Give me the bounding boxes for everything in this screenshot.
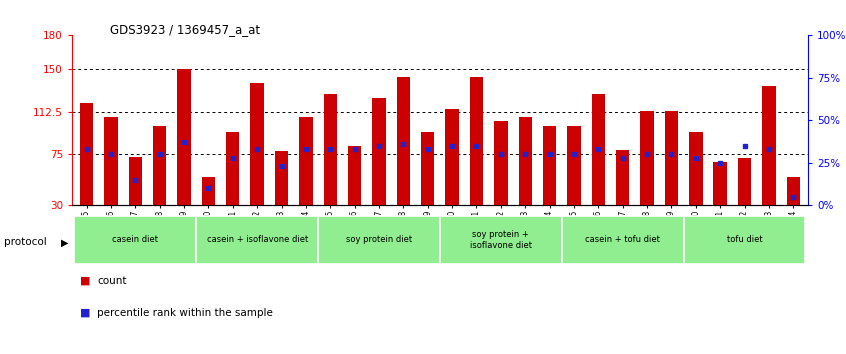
Text: count: count — [97, 276, 127, 286]
Bar — [196, 216, 318, 264]
Text: tofu diet: tofu diet — [727, 235, 762, 244]
Bar — [640, 111, 654, 205]
Bar — [470, 77, 483, 205]
Bar — [178, 69, 190, 205]
Bar — [372, 98, 386, 205]
Bar — [568, 126, 580, 205]
Bar — [713, 162, 727, 205]
Bar — [318, 216, 440, 264]
Bar — [543, 126, 557, 205]
Text: casein + isoflavone diet: casein + isoflavone diet — [206, 235, 308, 244]
Bar — [201, 177, 215, 205]
Bar — [616, 150, 629, 205]
Bar — [440, 216, 562, 264]
Bar — [689, 132, 702, 205]
Bar — [684, 216, 805, 264]
Bar — [787, 177, 800, 205]
Bar — [323, 94, 337, 205]
Bar — [494, 121, 508, 205]
Bar — [421, 132, 435, 205]
Bar — [226, 132, 239, 205]
Bar — [250, 83, 264, 205]
Bar — [665, 111, 678, 205]
Bar — [397, 77, 410, 205]
Bar — [562, 216, 684, 264]
Bar — [445, 109, 459, 205]
Text: soy protein +
isoflavone diet: soy protein + isoflavone diet — [470, 230, 532, 250]
Text: GDS3923 / 1369457_a_at: GDS3923 / 1369457_a_at — [110, 23, 260, 36]
Bar — [153, 126, 167, 205]
Bar — [80, 103, 93, 205]
Bar — [519, 117, 532, 205]
Bar — [299, 117, 312, 205]
Bar — [348, 147, 361, 205]
Bar — [275, 151, 288, 205]
Text: ▶: ▶ — [61, 238, 69, 247]
Bar — [762, 86, 776, 205]
Text: casein + tofu diet: casein + tofu diet — [585, 235, 660, 244]
Bar — [104, 117, 118, 205]
Bar — [74, 216, 196, 264]
Text: casein diet: casein diet — [113, 235, 158, 244]
Bar — [738, 158, 751, 205]
Text: ■: ■ — [80, 276, 91, 286]
Text: percentile rank within the sample: percentile rank within the sample — [97, 308, 273, 318]
Text: ■: ■ — [80, 308, 91, 318]
Bar — [129, 156, 142, 205]
Bar — [591, 94, 605, 205]
Text: soy protein diet: soy protein diet — [346, 235, 412, 244]
Text: protocol: protocol — [4, 238, 47, 247]
